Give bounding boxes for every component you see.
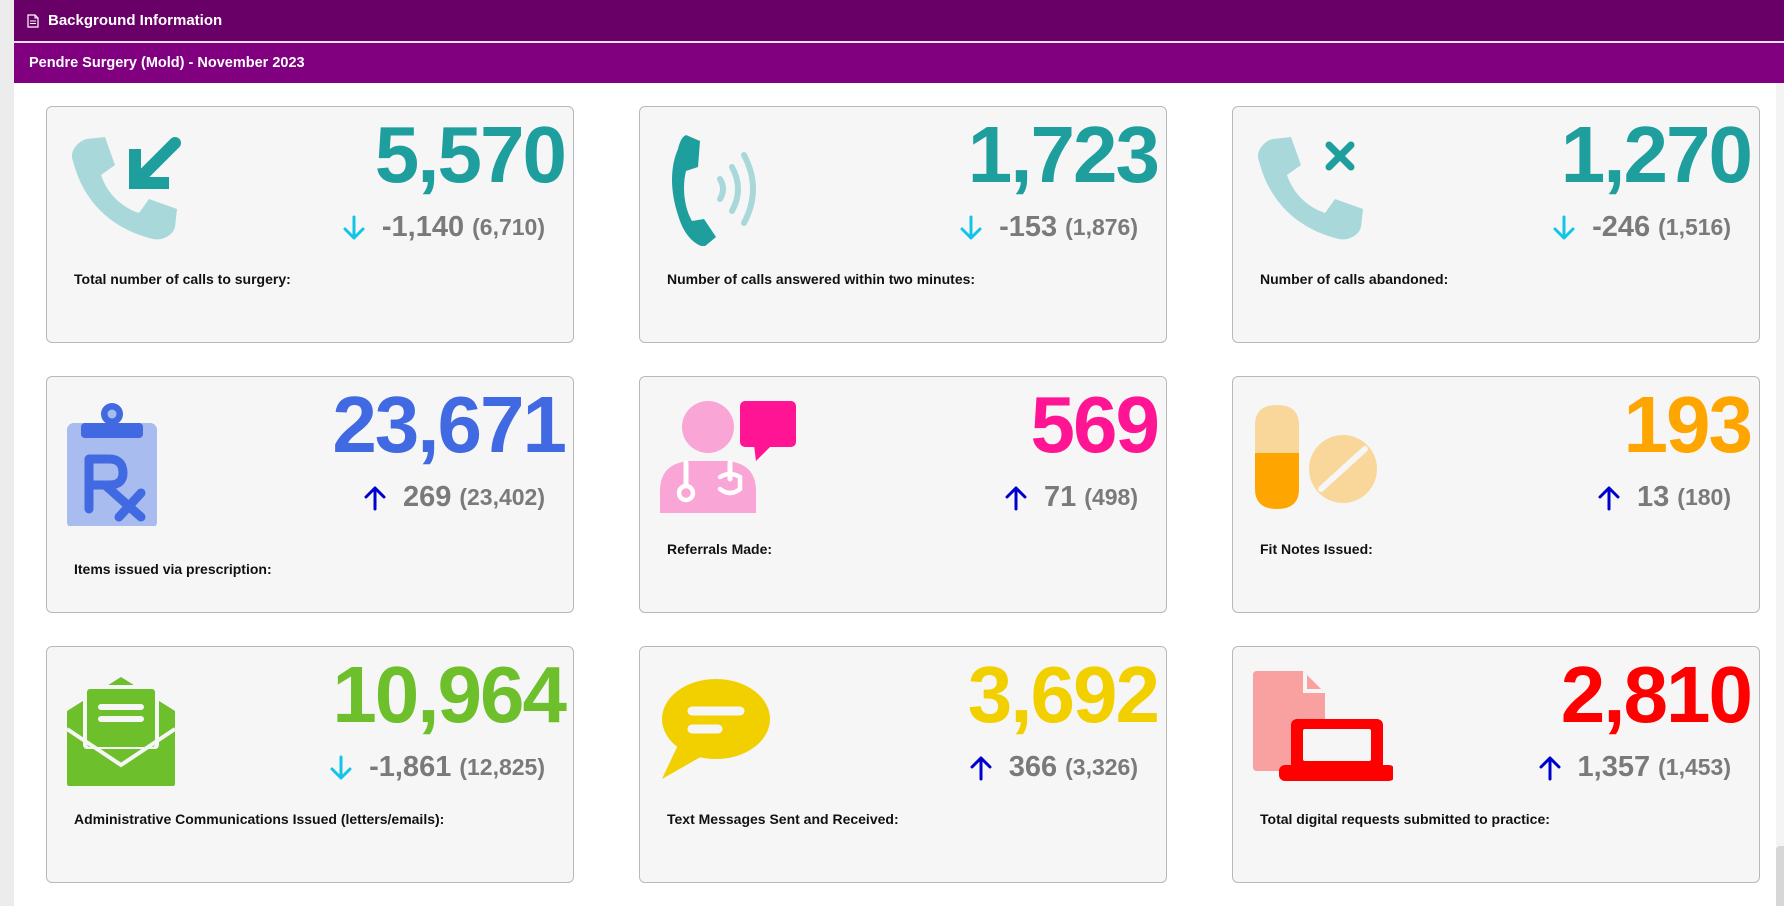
arrow-down-icon [343,215,365,239]
arrow-up-icon [1598,486,1620,510]
stat-card-calls-answered: 1,723 -153 (1,876) Number of calls answe… [639,106,1167,343]
stat-previous: (1,876) [1065,214,1138,240]
stat-label: Number of calls answered within two minu… [667,271,976,287]
stat-value: 10,964 [332,650,567,739]
prescription-clipboard-icon [67,401,187,529]
stat-difference: 71 [1044,481,1077,513]
stat-difference: -1,140 [381,211,465,243]
stat-label: Total digital requests submitted to prac… [1260,811,1550,827]
stat-difference: -1,861 [369,751,452,783]
arrow-down-icon [330,755,352,779]
stat-change: -1,140 (6,710) [340,211,545,244]
stat-previous: (3,326) [1065,754,1138,780]
stat-change: 1,357 (1,453) [1536,751,1731,784]
doctor-chat-icon [660,401,796,516]
stat-card-fit-notes: 193 13 (180) Fit Notes Issued: [1232,376,1760,613]
stat-change: 269 (23,402) [361,481,545,514]
pills-icon [1253,401,1377,516]
stat-value: 1,723 [967,110,1160,199]
stat-change: -246 (1,516) [1550,211,1731,244]
stat-card-digital-requests: 2,810 1,357 (1,453) Total digital reques… [1232,646,1760,883]
stat-label: Referrals Made: [667,541,773,557]
stat-card-calls-abandoned: 1,270 -246 (1,516) Number of calls aband… [1232,106,1760,343]
digital-request-icon [1253,671,1395,786]
practice-period-title: Pendre Surgery (Mold) - November 2023 [29,55,305,71]
stat-previous: (23,402) [459,484,545,510]
stat-label: Text Messages Sent and Received: [667,811,899,827]
stat-value: 3,692 [967,650,1160,739]
stat-previous: (1,453) [1658,754,1731,780]
stat-previous: (180) [1677,484,1731,510]
stat-previous: (1,516) [1658,214,1731,240]
stat-label: Number of calls abandoned: [1260,271,1449,287]
phone-missed-icon [1253,131,1373,246]
stat-difference: -153 [999,211,1058,243]
stat-change: 13 (180) [1595,481,1731,514]
stat-change: 71 (498) [1002,481,1138,514]
stat-previous: (498) [1084,484,1138,510]
stat-label: Fit Notes Issued: [1260,541,1373,557]
arrow-down-icon [1553,215,1575,239]
arrow-up-icon [970,756,992,780]
arrow-up-icon [1005,486,1027,510]
stat-card-text-messages: 3,692 366 (3,326) Text Messages Sent and… [639,646,1167,883]
subheader: Pendre Surgery (Mold) - November 2023 [14,43,1784,83]
stat-previous: (12,825) [459,754,545,780]
right-gutter [1776,0,1784,906]
stat-previous: (6,710) [472,214,545,240]
section-title: Background Information [48,12,223,29]
message-bubble-icon [660,671,780,786]
stat-difference: 1,357 [1577,751,1651,783]
arrow-down-icon [960,215,982,239]
document-icon [27,13,39,28]
stat-change: -1,861 (12,825) [327,751,545,784]
stat-label: Administrative Communications Issued (le… [74,811,445,827]
left-gutter [0,0,14,906]
stat-difference: 13 [1637,481,1670,513]
stat-change: -153 (1,876) [957,211,1138,244]
stat-label: Items issued via prescription: [74,561,272,577]
phone-ringing-icon [660,131,780,247]
stat-difference: 269 [402,481,452,513]
stat-value: 569 [1030,380,1160,469]
scrollbar-handle[interactable] [1776,846,1784,906]
stat-value: 2,810 [1560,650,1753,739]
stat-card-total-calls: 5,570 -1,140 (6,710) Total number of cal… [46,106,574,343]
stat-value: 1,270 [1560,110,1753,199]
stat-difference: -246 [1592,211,1651,243]
arrow-up-icon [1539,756,1561,780]
arrow-up-icon [364,486,386,510]
stat-value: 5,570 [374,110,567,199]
stat-card-referrals: 569 71 (498) Referrals Made: [639,376,1167,613]
phone-incoming-icon [67,131,187,246]
envelope-open-icon [65,671,187,787]
stat-card-prescriptions: 23,671 269 (23,402) Items issued via pre… [46,376,574,613]
stat-change: 366 (3,326) [967,751,1138,784]
stat-value: 193 [1623,380,1753,469]
stat-value: 23,671 [332,380,567,469]
section-header[interactable]: Background Information [14,0,1784,41]
stat-card-admin-communications: 10,964 -1,861 (12,825) Administrative Co… [46,646,574,883]
header-divider [14,41,1784,43]
stat-label: Total number of calls to surgery: [74,271,291,287]
stat-difference: 366 [1008,751,1058,783]
